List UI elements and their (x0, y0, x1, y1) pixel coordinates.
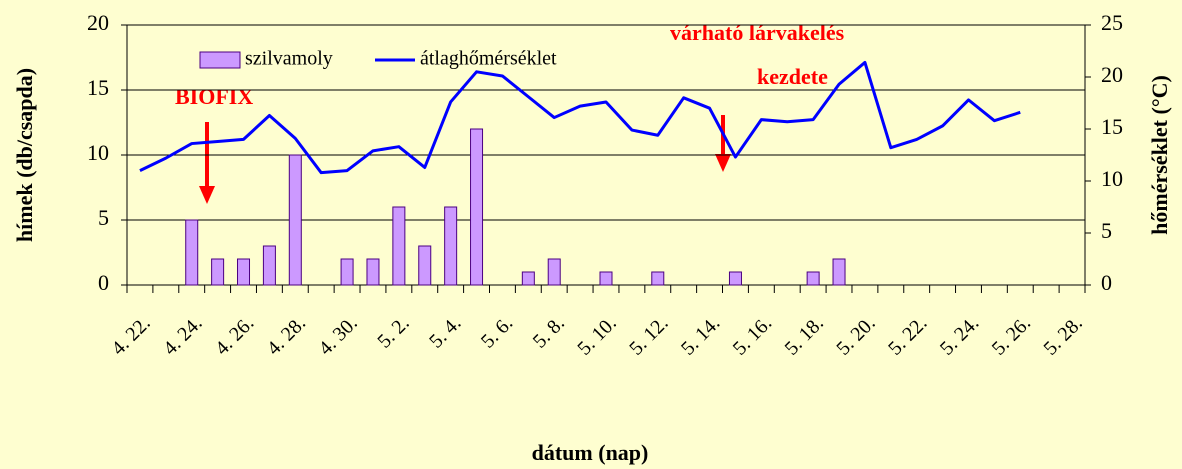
line (139, 60, 1021, 175)
y-tick-label: 5 (98, 205, 109, 230)
annotation: kezdete (757, 64, 828, 89)
bar (211, 258, 225, 286)
bar (470, 128, 484, 286)
y2-tick-label: 0 (1101, 270, 1112, 295)
x-axis-title: dátum (nap) (532, 440, 649, 465)
bar (806, 271, 820, 286)
bar (185, 219, 199, 286)
annotation: BIOFIX (175, 84, 253, 109)
legend-label: átlaghőmérséklet (420, 48, 557, 70)
bar (237, 258, 251, 286)
bar (366, 258, 380, 286)
legend-swatch (199, 51, 241, 69)
bar (599, 271, 613, 286)
y2-tick-label: 5 (1101, 218, 1112, 243)
bar (418, 245, 432, 286)
y2-tick-label: 15 (1101, 114, 1123, 139)
bar (288, 154, 302, 286)
bar (392, 206, 406, 286)
y-axis-title: hímek (db/csapda) (12, 68, 37, 242)
y-tick-label: 0 (98, 270, 109, 295)
y-tick-label: 15 (87, 75, 109, 100)
y2-tick-label: 10 (1101, 166, 1123, 191)
y2-tick-label: 25 (1101, 10, 1123, 35)
bar (547, 258, 561, 286)
bar (521, 271, 535, 286)
bar (651, 271, 665, 286)
y2-tick-label: 20 (1101, 62, 1123, 87)
bar (340, 258, 354, 286)
bar (262, 245, 276, 286)
annotation: várható lárvakelés (670, 20, 845, 45)
bar (832, 258, 846, 286)
legend-label: szilvamoly (245, 48, 333, 70)
y-tick-label: 20 (87, 10, 109, 35)
y2-axis-title: hőmérséklet (°C) (1147, 75, 1172, 235)
y-tick-label: 10 (87, 140, 109, 165)
bar (444, 206, 458, 286)
bar (728, 271, 742, 286)
